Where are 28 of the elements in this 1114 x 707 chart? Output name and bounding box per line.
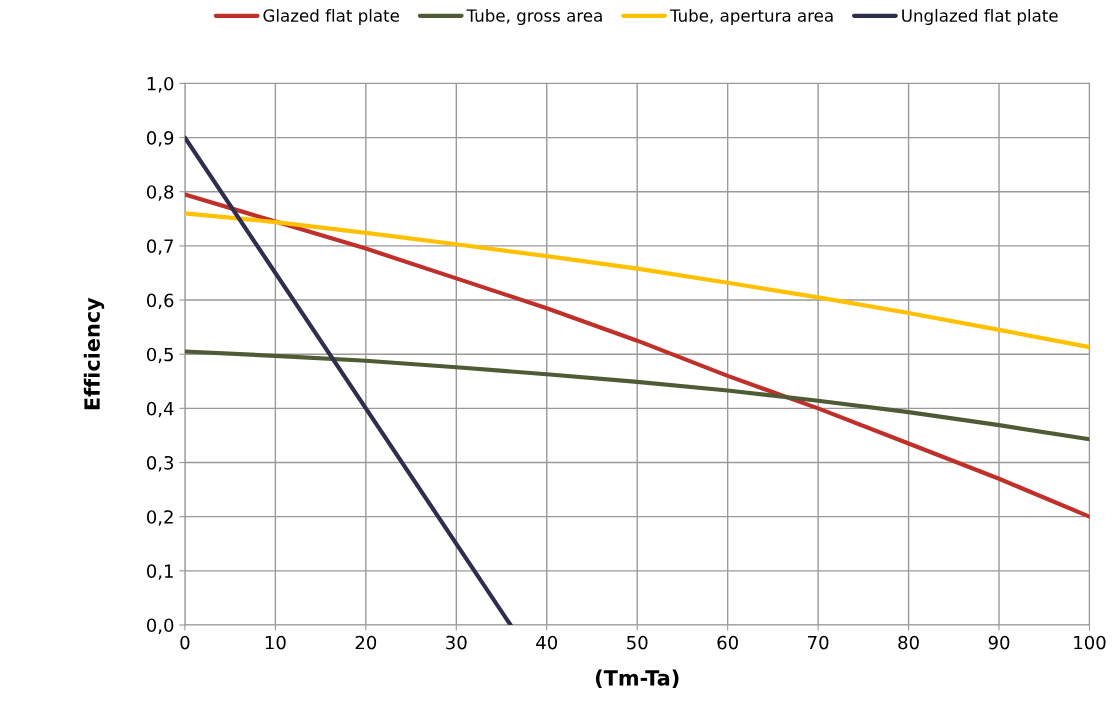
x-axis-title: (Tm-Ta): [595, 669, 679, 689]
y-tick-label: 0,4: [146, 401, 174, 418]
y-tick-label: 0,5: [146, 347, 173, 364]
y-tick-label: 0,3: [146, 455, 174, 472]
x-tick-label: 90: [988, 635, 1010, 650]
legend-label: Tube, gross area: [466, 8, 602, 26]
y-tick-label: 0,7: [146, 239, 173, 255]
y-tick-label: 1,0: [147, 76, 174, 93]
y-tick-label: 0,2: [146, 510, 173, 526]
x-tick-label: 30: [446, 635, 467, 650]
x-tick-label: 70: [808, 635, 829, 650]
x-tick-label: 20: [355, 635, 377, 650]
x-tick-label: 60: [717, 635, 738, 650]
y-tick-label: 0,9: [146, 131, 174, 147]
x-tick-label: 80: [898, 635, 919, 650]
y-tick-label: 0,8: [146, 185, 174, 201]
y-axis-title: Efficiency: [83, 297, 105, 410]
x-tick-label: 100: [1074, 635, 1106, 650]
legend-label: Glazed flat plate: [263, 8, 399, 26]
y-tick-label: 0,0: [146, 618, 174, 634]
x-tick-label: 50: [627, 635, 648, 650]
x-tick-label: 40: [536, 635, 558, 650]
x-tick-label: 10: [265, 635, 286, 650]
legend-label: Unglazed flat plate: [902, 8, 1058, 26]
y-tick-label: 0,6: [146, 293, 174, 310]
y-tick-label: 0,1: [146, 564, 173, 580]
x-tick-label: 0: [180, 635, 190, 650]
legend-label: Tube, apertura area: [669, 8, 833, 26]
